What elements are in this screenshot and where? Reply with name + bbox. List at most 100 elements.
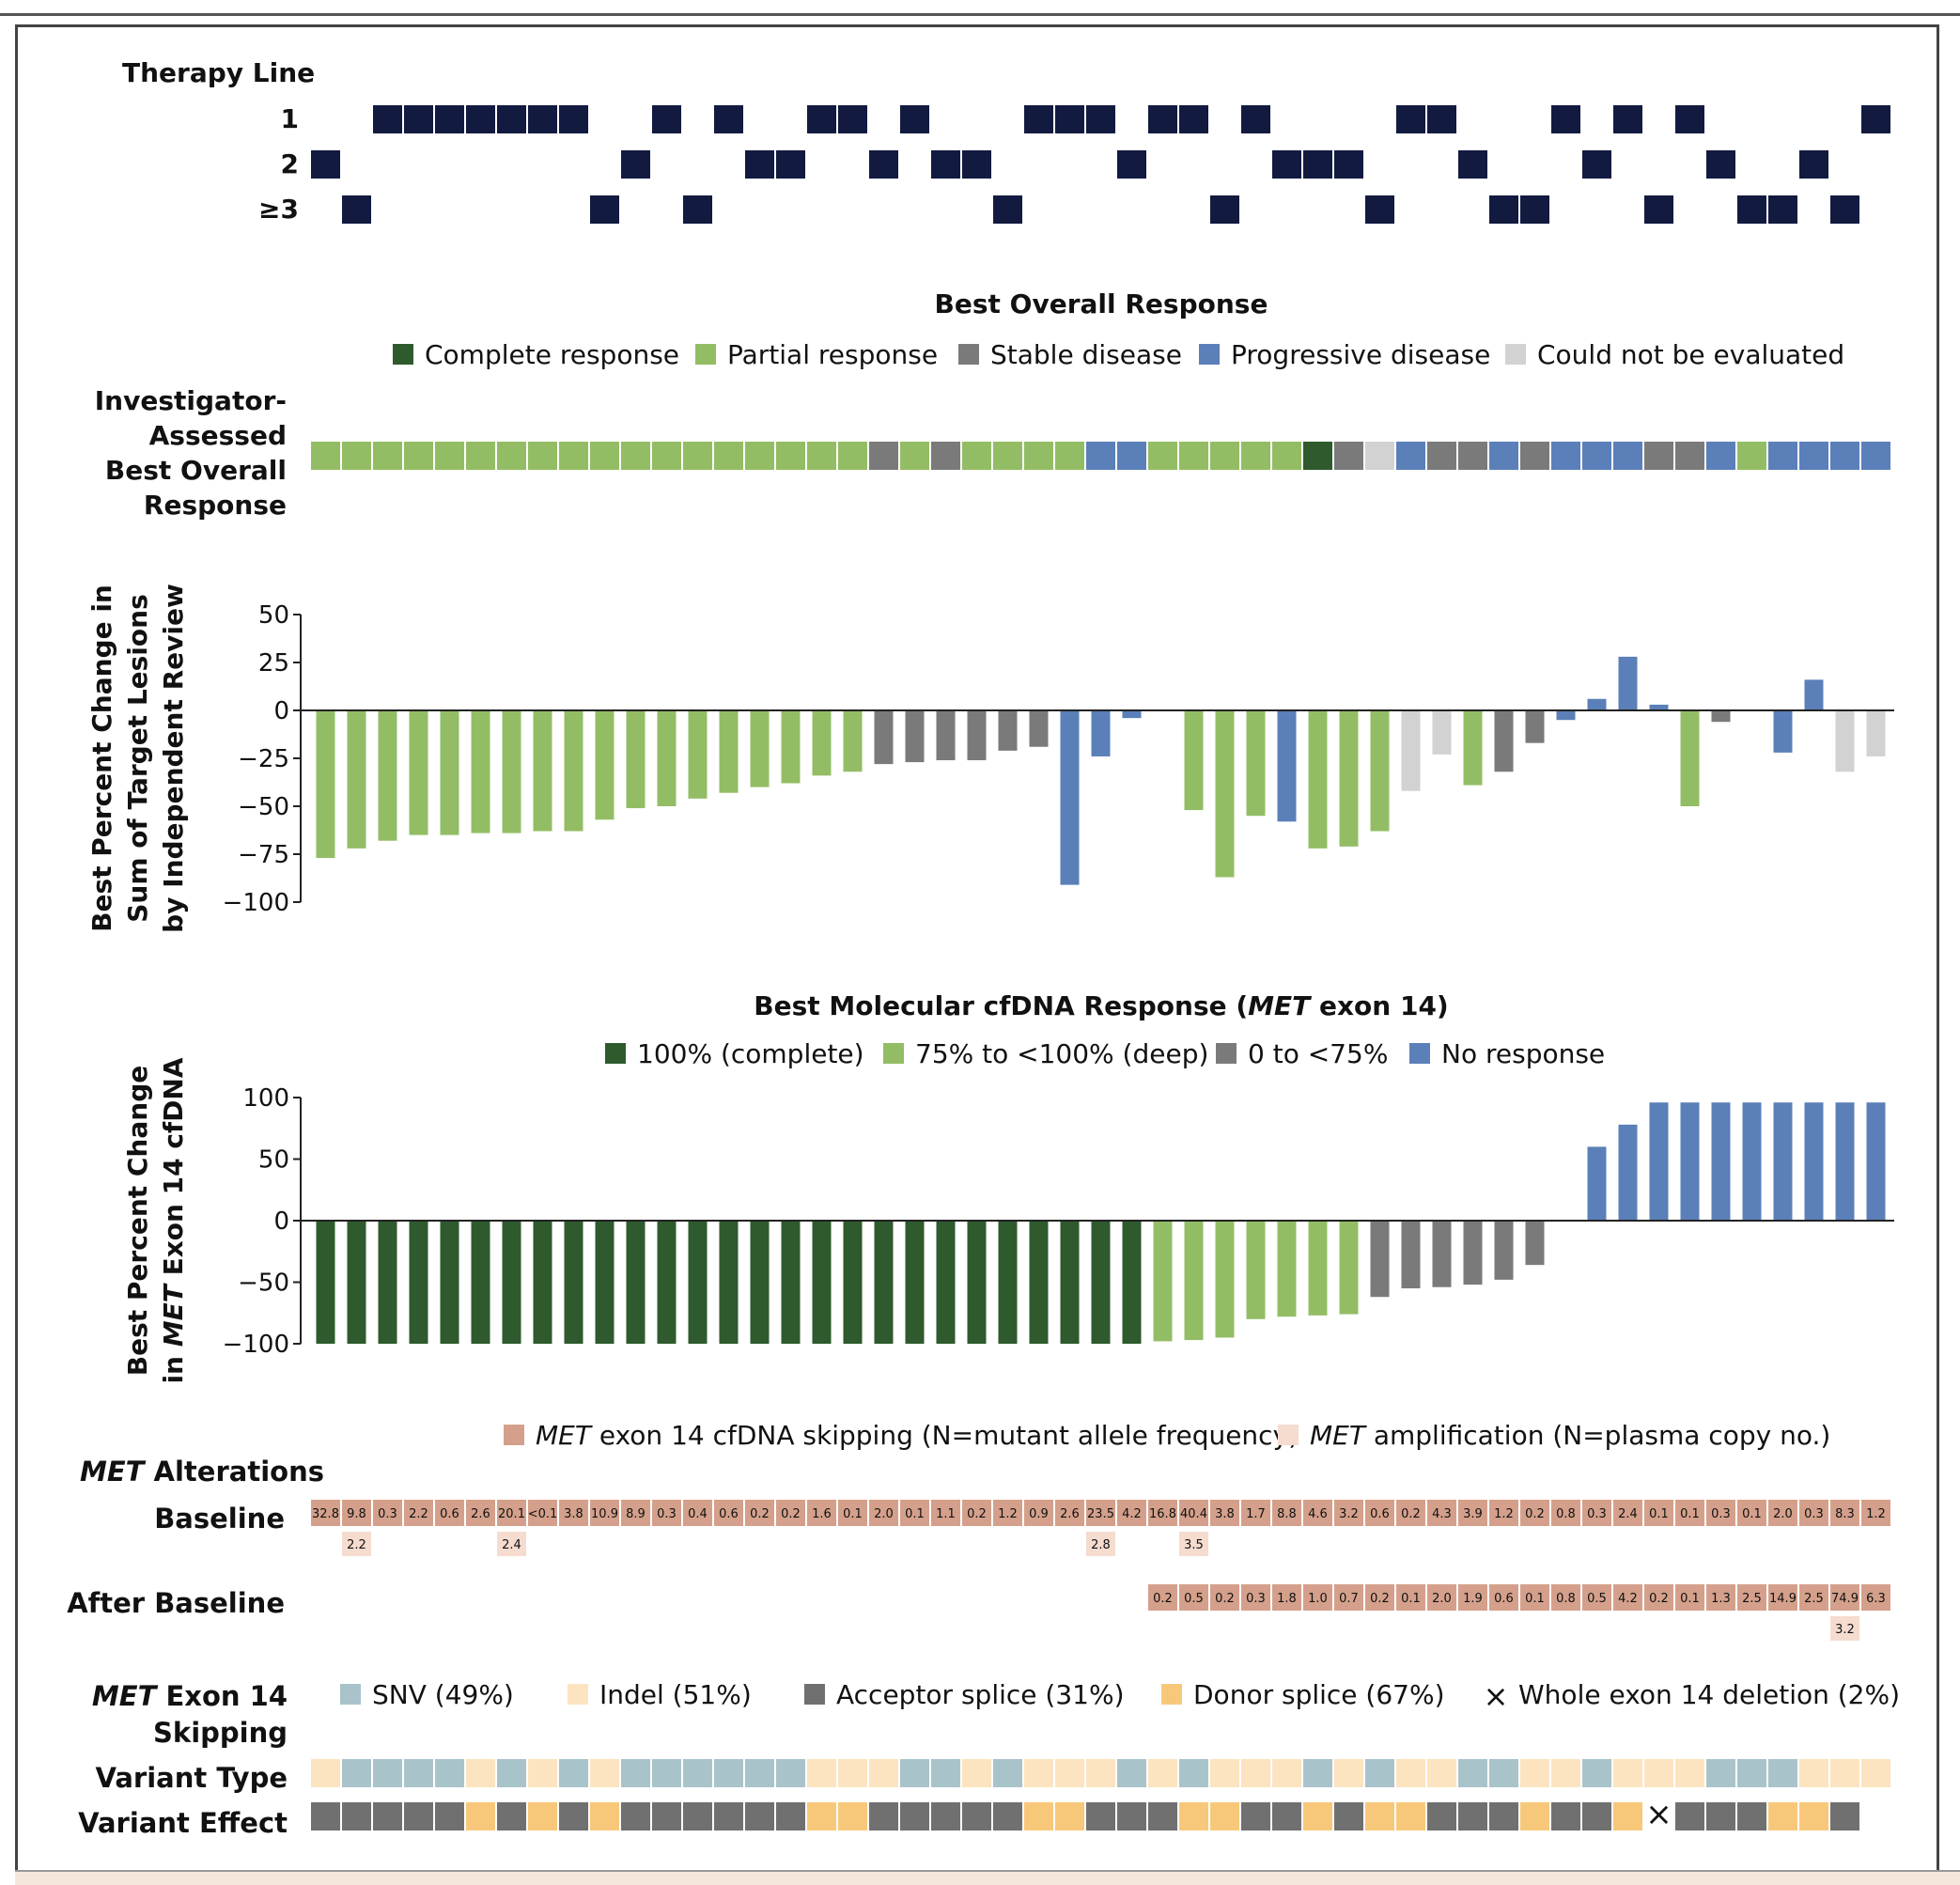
bar [781,710,801,784]
bor-cell [931,442,960,470]
bar [1215,1221,1235,1338]
variant-effect-cell [652,1802,681,1830]
after-value: 1.8 [1277,1592,1297,1606]
y-axis-label-line: Best Percent Change [122,1066,153,1376]
bor-legend-label: Partial response [727,339,938,370]
bor-cell [1086,442,1115,470]
variant-effect-cell [1427,1802,1456,1830]
bar [409,1221,428,1344]
after-cell [1861,1584,1890,1611]
bor-cell [1241,442,1270,470]
baseline-amp-value: 2.2 [347,1538,366,1552]
bor-cell [745,442,774,470]
baseline-value: 4.3 [1432,1507,1452,1521]
therapy-cell [466,105,495,133]
variant-effect-cell [1303,1802,1332,1830]
baseline-value: 0.2 [1525,1507,1545,1521]
variant-type-cell [1210,1759,1239,1787]
after-value: 0.5 [1184,1592,1204,1606]
bar [812,1221,832,1344]
baseline-cell [1706,1500,1735,1526]
bar [347,710,366,849]
after-cell [1396,1584,1425,1611]
bar [1866,710,1886,756]
bor-cell [1179,442,1208,470]
bor-cell [1799,442,1828,470]
bar [688,1221,708,1344]
bor-cell [776,442,805,470]
baseline-value: 1.7 [1246,1507,1266,1521]
baseline-cell [652,1500,681,1526]
therapy-cell [621,150,650,179]
variant-type-cell [1799,1759,1828,1787]
y-axis-label-line: Sum of Target Lesions [122,594,153,922]
bor-cell [1272,442,1301,470]
tumor-change-chart: 50 25 0 −25 −50 −75 −100 Best Percent Change in… [86,584,1894,933]
variant-type-cell [373,1759,402,1787]
therapy-cell [683,195,712,224]
bar [1308,710,1328,849]
bor-cell [962,442,991,470]
baseline-cell [435,1500,464,1526]
variant-type-cell [1303,1759,1332,1787]
baseline-amp-cell [342,1532,371,1556]
variant-type-cell [1582,1759,1611,1787]
met-legend-part: MET [1310,1420,1367,1451]
bor-row-label-line: Best Overall [105,455,287,486]
bar [626,710,646,809]
baseline-cell [900,1500,929,1526]
y-axis-label-line: Best Percent Change in [86,584,117,932]
baseline-cell [1272,1500,1301,1526]
met-legend-swatch [504,1425,524,1445]
after-value: 1.0 [1308,1592,1328,1606]
bar [595,710,614,820]
bottom-band [15,1870,1960,1885]
therapy-cell [311,150,340,179]
variant-type-cell [714,1759,743,1787]
cfdna-legend-swatch [1216,1043,1237,1064]
cfdna-legend-label: 0 to <75% [1248,1038,1388,1069]
bar [409,710,428,835]
after-value: 0.1 [1401,1592,1421,1606]
variant-effect-cell [1737,1802,1766,1830]
baseline-cell [1644,1500,1673,1526]
bor-cell [559,442,588,470]
variant-type-cell [404,1759,433,1787]
bar [626,1221,646,1344]
therapy-cell [1427,105,1456,133]
bor-cell [1055,442,1084,470]
bor-row-label-line: Assessed [149,420,287,451]
bar [1556,710,1576,721]
therapy-cell [869,150,898,179]
therapy-cell [900,105,929,133]
variant-effect-cell [1675,1802,1704,1830]
bor-row-label: Investigator- Assessed Best Overall Respons… [95,385,287,521]
variant-type-cell [1706,1759,1735,1787]
bar [657,1221,677,1344]
therapy-cell [962,150,991,179]
y-tick-label: −75 [238,841,289,869]
bar [1339,710,1359,847]
baseline-value: 2.6 [471,1507,490,1521]
baseline-cell [528,1500,557,1526]
baseline-cell [1396,1500,1425,1526]
bor-cell [1458,442,1487,470]
after-value: 0.7 [1339,1592,1359,1606]
skip-legend-symbol: × [1484,1678,1509,1714]
bar [595,1221,614,1344]
baseline-value: 3.8 [564,1507,583,1521]
bar [1029,710,1049,747]
therapy-cell [1086,105,1115,133]
baseline-value: 2.0 [874,1507,894,1521]
met-alterations-title: MET Alterations [80,1456,324,1488]
bar [1494,710,1514,772]
variant-effect-deletion: × [1645,1796,1672,1833]
therapy-cell [993,195,1022,224]
variant-type-cell [1768,1759,1797,1787]
bar [1153,1221,1173,1342]
bor-legend-label: Progressive disease [1231,339,1490,370]
bor-cell [1024,442,1053,470]
baseline-value: 23.5 [1087,1507,1114,1521]
variant-type-cell [838,1759,867,1787]
variant-effect-cell [435,1802,464,1830]
